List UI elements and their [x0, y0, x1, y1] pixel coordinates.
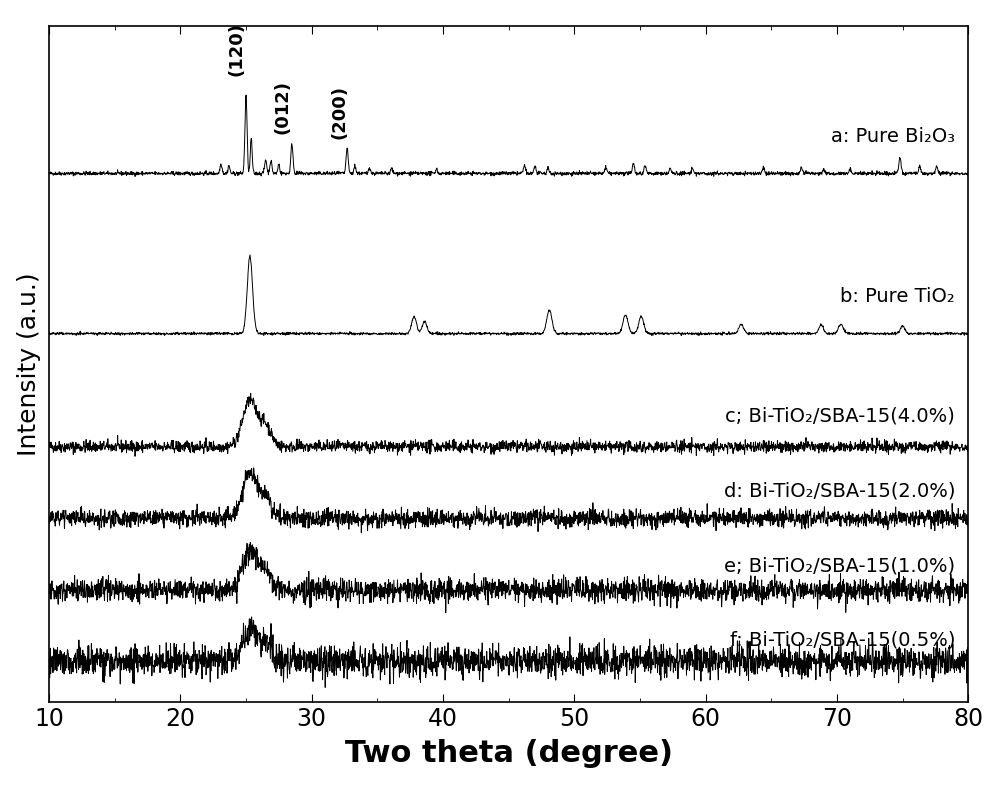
Text: (200): (200): [330, 85, 348, 139]
Text: (120): (120): [228, 22, 246, 76]
Text: (012): (012): [274, 80, 292, 134]
Y-axis label: Intensity (a.u.): Intensity (a.u.): [17, 272, 41, 456]
Text: c; Bi-TiO₂/SBA-15(4.0%): c; Bi-TiO₂/SBA-15(4.0%): [725, 407, 955, 426]
Text: a: Pure Bi₂O₃: a: Pure Bi₂O₃: [831, 127, 955, 146]
Text: b: Pure TiO₂: b: Pure TiO₂: [840, 287, 955, 305]
Text: f: Bi-TiO₂/SBA-15(0.5%): f: Bi-TiO₂/SBA-15(0.5%): [730, 630, 955, 650]
Text: d: Bi-TiO₂/SBA-15(2.0%): d: Bi-TiO₂/SBA-15(2.0%): [724, 481, 955, 501]
Text: e; Bi-TiO₂/SBA-15(1.0%): e; Bi-TiO₂/SBA-15(1.0%): [724, 556, 955, 575]
X-axis label: Two theta (degree): Two theta (degree): [345, 739, 673, 769]
